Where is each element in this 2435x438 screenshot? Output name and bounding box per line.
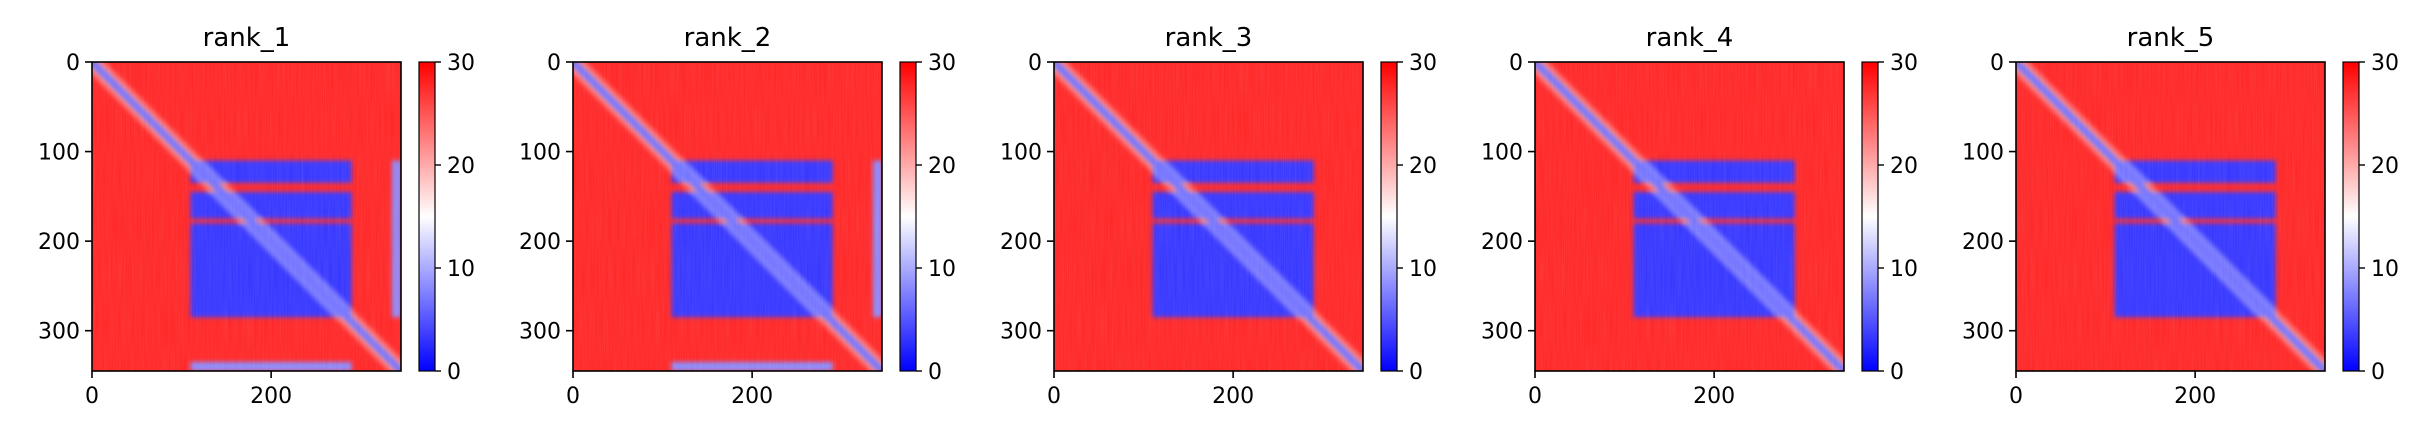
heatmap-image [2016,62,2325,371]
colorbar-frame [1380,61,1398,372]
subplot-title: rank_5 [2127,23,2215,53]
y-tick-label: 200 [1000,230,1042,255]
colorbar-tick-label: 20 [1409,154,1437,179]
y-tick-label: 100 [1481,141,1523,166]
heatmap-image [573,62,882,371]
y-tick-label: 300 [1000,320,1042,345]
y-tick-label: 0 [1509,51,1523,76]
y-tick-label: 300 [1962,320,2004,345]
y-tick-label: 0 [1028,51,1042,76]
colorbar [419,62,435,371]
colorbar [1381,62,1397,371]
colorbar-tick-label: 20 [2371,154,2399,179]
y-tick-label: 0 [1990,51,2004,76]
colorbar [1862,62,1878,371]
axes-frame [1534,61,1845,372]
axes-frame [91,61,402,372]
heatmap-image [1535,62,1844,371]
x-tick-label: 0 [85,384,99,409]
subplot-title: rank_4 [1646,23,1734,53]
x-tick-label: 0 [1528,384,1542,409]
x-tick-label: 200 [2174,384,2216,409]
heatmap-image [92,62,401,371]
colorbar [2343,62,2359,371]
subplot-1: rank_1 0 200 0 100 200 300 0 10 20 30 [38,23,475,409]
x-tick-label: 200 [250,384,292,409]
y-tick-label: 100 [1962,141,2004,166]
colorbar-tick-label: 0 [2371,360,2385,385]
colorbar-tick-label: 20 [928,154,956,179]
y-tick-label: 300 [1481,320,1523,345]
y-tick-label: 300 [519,320,561,345]
subplot-title: rank_1 [203,23,291,53]
colorbar-tick-label: 10 [447,257,475,282]
y-tick-label: 200 [38,230,80,255]
colorbar [900,62,916,371]
axes-frame [572,61,883,372]
colorbar-frame [2342,61,2360,372]
colorbar-tick-label: 10 [2371,257,2399,282]
y-tick-label: 100 [38,141,80,166]
colorbar-tick-label: 0 [447,360,461,385]
colorbar-tick-label: 30 [1409,51,1437,76]
x-tick-label: 0 [2009,384,2023,409]
y-tick-label: 200 [1481,230,1523,255]
subplot-2: rank_2 0 200 0 100 200 300 0 10 20 30 [519,23,956,409]
x-tick-label: 0 [566,384,580,409]
x-tick-label: 0 [1047,384,1061,409]
y-tick-label: 0 [66,51,80,76]
y-tick-label: 0 [547,51,561,76]
y-tick-label: 100 [1000,141,1042,166]
axes-frame [1053,61,1364,372]
colorbar-tick-label: 30 [928,51,956,76]
x-tick-label: 200 [1212,384,1254,409]
x-tick-label: 200 [1693,384,1735,409]
y-tick-label: 100 [519,141,561,166]
heatmap-image [1054,62,1363,371]
colorbar-tick-label: 30 [1890,51,1918,76]
subplot-title: rank_3 [1165,23,1253,53]
colorbar-tick-label: 0 [1890,360,1904,385]
subplot-4: rank_4 0 200 0 100 200 300 0 10 20 30 [1481,23,1918,409]
colorbar-tick-label: 10 [1890,257,1918,282]
axes-frame [2015,61,2326,372]
y-tick-label: 200 [519,230,561,255]
subplot-5: rank_5 0 200 0 100 200 300 0 10 20 30 [1962,23,2399,409]
x-tick-label: 200 [731,384,773,409]
colorbar-frame [899,61,917,372]
subplot-3: rank_3 0 200 0 100 200 300 0 10 20 30 [1000,23,1437,409]
subplot-title: rank_2 [684,23,772,53]
colorbar-tick-label: 20 [447,154,475,179]
colorbar-frame [418,61,436,372]
colorbar-frame [1861,61,1879,372]
colorbar-tick-label: 0 [928,360,942,385]
y-tick-label: 200 [1962,230,2004,255]
y-tick-label: 300 [38,320,80,345]
colorbar-tick-label: 0 [1409,360,1423,385]
colorbar-tick-label: 30 [447,51,475,76]
colorbar-tick-label: 20 [1890,154,1918,179]
colorbar-tick-label: 30 [2371,51,2399,76]
colorbar-tick-label: 10 [928,257,956,282]
colorbar-tick-label: 10 [1409,257,1437,282]
